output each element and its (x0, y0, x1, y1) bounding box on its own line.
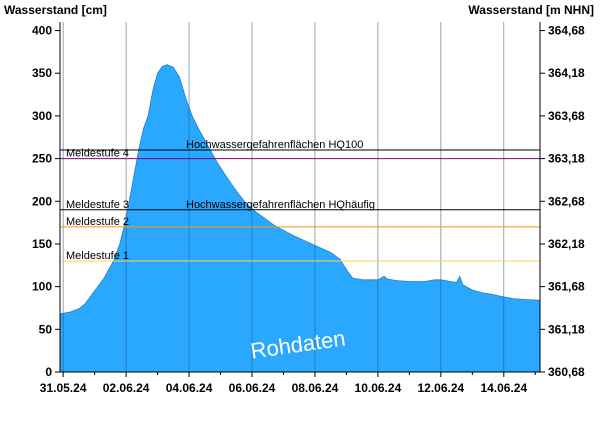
right-y-tick-label: 364,18 (548, 66, 585, 80)
right-y-tick-label: 363,18 (548, 152, 585, 166)
right-y-tick-label: 360,68 (548, 365, 585, 379)
y-tick-label: 400 (32, 24, 52, 38)
x-tick-label: 14.06.24 (480, 381, 527, 395)
reference-label: Hochwassergefahrenflächen HQhäufig (186, 199, 375, 211)
plot-area: Meldestufe 4 Hochwassergefahrenflächen HQ… (32, 22, 585, 395)
x-tick-label: 02.06.24 (103, 381, 150, 395)
right-y-tick-label: 361,68 (548, 280, 585, 294)
y-tick-label: 150 (32, 237, 52, 251)
right-y-tick-label: 362,68 (548, 194, 585, 208)
x-tick-label: 08.06.24 (292, 381, 339, 395)
y-tick-label: 50 (39, 322, 53, 336)
x-tick-label: 31.05.24 (40, 381, 87, 395)
right-y-tick-label: 363,68 (548, 109, 585, 123)
y-tick-label: 200 (32, 194, 52, 208)
y-tick-label: 100 (32, 280, 52, 294)
reference-label: Meldestufe 1 (66, 250, 129, 262)
water-level-area (59, 64, 541, 373)
x-tick-label: 12.06.24 (417, 381, 464, 395)
right-axis-title: Wasserstand [m NHN] (468, 3, 594, 17)
reference-label: Meldestufe 2 (66, 216, 129, 228)
right-y-tick-label: 364,68 (548, 24, 585, 38)
right-y-tick-label: 362,18 (548, 237, 585, 251)
left-axis-title: Wasserstand [cm] (4, 3, 107, 17)
y-tick-label: 0 (45, 365, 52, 379)
y-tick-label: 250 (32, 152, 52, 166)
reference-label: Meldestufe 4 (66, 148, 129, 160)
x-tick-label: 10.06.24 (355, 381, 402, 395)
x-tick-label: 06.06.24 (229, 381, 276, 395)
right-y-tick-label: 361,18 (548, 322, 585, 336)
reference-label: Meldestufe 3 (66, 199, 129, 211)
y-tick-label: 300 (32, 109, 52, 123)
reference-label: Hochwassergefahrenflächen HQ100 (186, 139, 363, 151)
y-tick-label: 350 (32, 66, 52, 80)
x-tick-label: 04.06.24 (166, 381, 213, 395)
